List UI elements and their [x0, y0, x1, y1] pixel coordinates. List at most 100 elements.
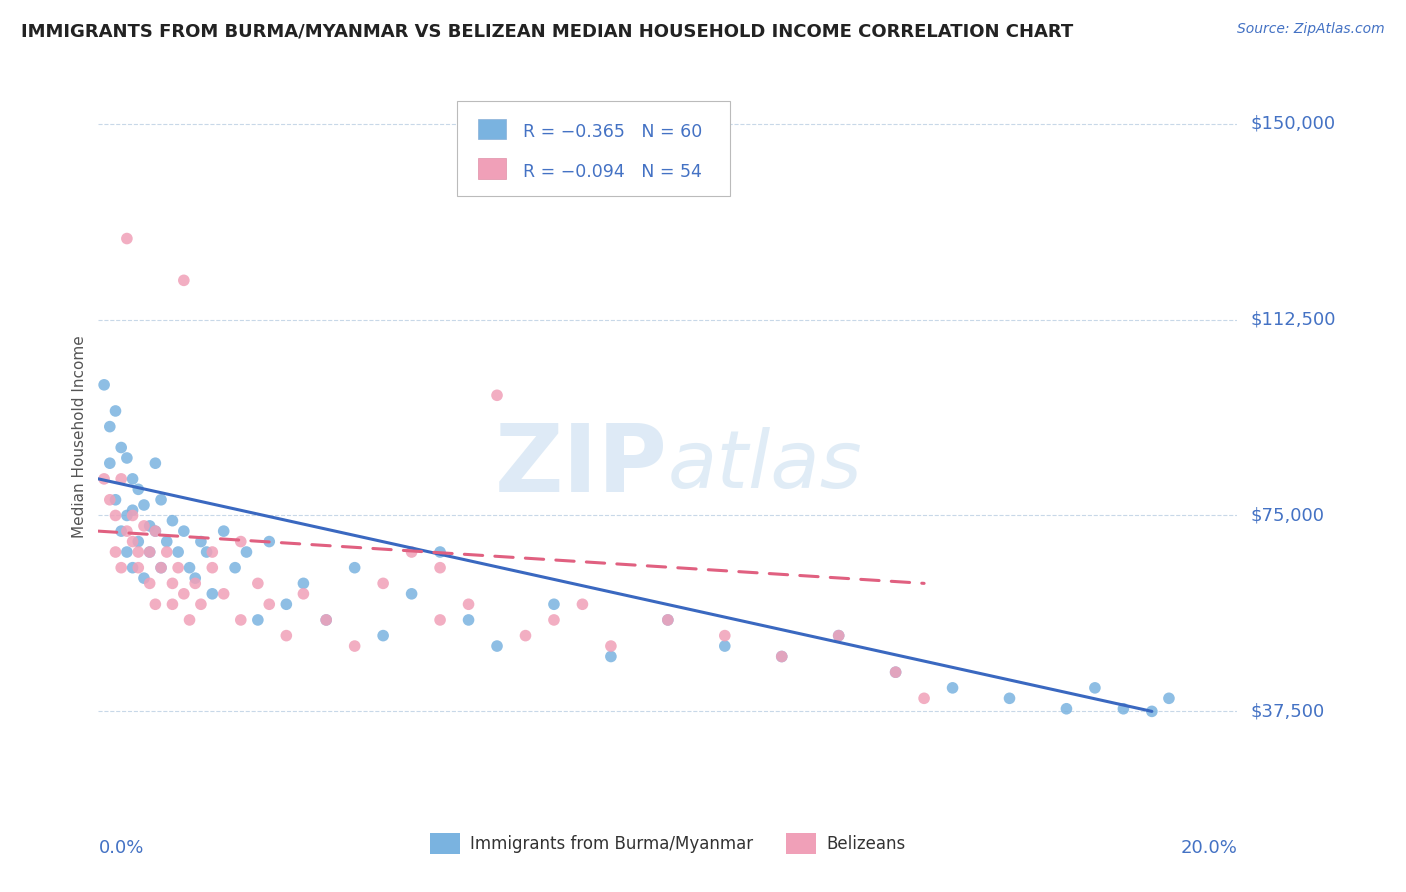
Point — [486, 388, 509, 402]
Point — [276, 629, 298, 643]
Point — [110, 524, 132, 538]
Text: $150,000: $150,000 — [1251, 114, 1336, 133]
Point — [184, 571, 207, 585]
Point — [104, 404, 127, 418]
Point — [110, 560, 132, 574]
Point — [884, 665, 907, 680]
Point — [1056, 702, 1078, 716]
Point — [93, 472, 115, 486]
Point — [429, 613, 451, 627]
FancyBboxPatch shape — [478, 119, 506, 138]
Point — [657, 613, 679, 627]
Point — [162, 576, 184, 591]
Point — [145, 524, 167, 538]
Point — [173, 587, 195, 601]
Point — [173, 524, 195, 538]
Point — [127, 560, 149, 574]
Point — [98, 419, 121, 434]
Point — [292, 587, 315, 601]
Point — [884, 665, 907, 680]
Point — [190, 534, 212, 549]
Point — [276, 597, 298, 611]
Text: ZIP: ZIP — [495, 420, 668, 512]
Point — [828, 629, 851, 643]
Point — [121, 508, 143, 523]
Point — [229, 534, 252, 549]
Point — [115, 231, 138, 245]
Point — [373, 629, 395, 643]
FancyBboxPatch shape — [457, 101, 731, 195]
Point — [543, 613, 565, 627]
Point — [912, 691, 935, 706]
Text: R = −0.094   N = 54: R = −0.094 N = 54 — [523, 163, 702, 181]
Point — [515, 629, 537, 643]
Point — [429, 560, 451, 574]
Point — [132, 498, 155, 512]
Point — [127, 534, 149, 549]
Point — [179, 560, 201, 574]
Point — [259, 534, 281, 549]
Point — [93, 377, 115, 392]
Point — [179, 613, 201, 627]
Point — [1084, 681, 1107, 695]
Text: $37,500: $37,500 — [1251, 702, 1326, 721]
Point — [145, 597, 167, 611]
Point — [110, 441, 132, 455]
Point — [98, 456, 121, 470]
Point — [115, 545, 138, 559]
Point — [401, 587, 423, 601]
Point — [121, 503, 143, 517]
Point — [315, 613, 337, 627]
Text: $75,000: $75,000 — [1251, 507, 1324, 524]
Point — [167, 545, 190, 559]
Point — [138, 576, 160, 591]
Point — [201, 560, 224, 574]
Point — [343, 639, 366, 653]
Point — [600, 649, 623, 664]
Point — [132, 519, 155, 533]
Point — [156, 534, 179, 549]
Point — [571, 597, 593, 611]
Point — [150, 560, 173, 574]
Point — [115, 450, 138, 465]
Point — [184, 576, 207, 591]
Point — [401, 545, 423, 559]
Point — [121, 472, 143, 486]
Point — [212, 524, 235, 538]
Point — [115, 508, 138, 523]
Point — [150, 560, 173, 574]
Point — [138, 519, 160, 533]
Point — [162, 514, 184, 528]
Point — [770, 649, 793, 664]
Point — [714, 639, 737, 653]
Text: 0.0%: 0.0% — [98, 839, 143, 857]
Text: $112,500: $112,500 — [1251, 310, 1337, 328]
Point — [224, 560, 246, 574]
Point — [1157, 691, 1180, 706]
Point — [201, 587, 224, 601]
Point — [457, 613, 479, 627]
Point — [998, 691, 1021, 706]
Text: 20.0%: 20.0% — [1181, 839, 1237, 857]
Point — [121, 534, 143, 549]
Point — [145, 456, 167, 470]
Text: Source: ZipAtlas.com: Source: ZipAtlas.com — [1237, 22, 1385, 37]
Point — [150, 492, 173, 507]
Point — [942, 681, 965, 695]
Legend: Immigrants from Burma/Myanmar, Belizeans: Immigrants from Burma/Myanmar, Belizeans — [423, 827, 912, 860]
Point — [127, 545, 149, 559]
Point — [229, 613, 252, 627]
Point — [714, 629, 737, 643]
Point — [1140, 705, 1163, 719]
Point — [138, 545, 160, 559]
Point — [98, 492, 121, 507]
Text: IMMIGRANTS FROM BURMA/MYANMAR VS BELIZEAN MEDIAN HOUSEHOLD INCOME CORRELATION CH: IMMIGRANTS FROM BURMA/MYANMAR VS BELIZEA… — [21, 22, 1073, 40]
Point — [195, 545, 218, 559]
Point — [315, 613, 337, 627]
Point — [115, 524, 138, 538]
Point — [104, 508, 127, 523]
Point — [138, 545, 160, 559]
FancyBboxPatch shape — [478, 159, 506, 178]
Point — [373, 576, 395, 591]
Point — [246, 576, 269, 591]
